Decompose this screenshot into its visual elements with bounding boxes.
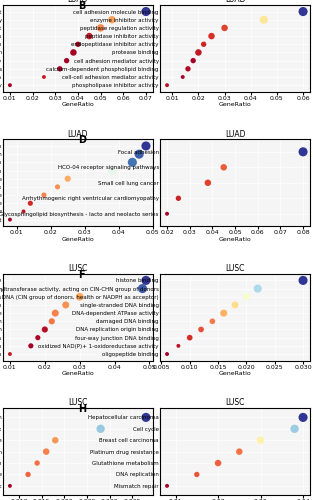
Point bbox=[300, 8, 305, 16]
Point bbox=[87, 32, 92, 40]
Text: F: F bbox=[78, 270, 85, 280]
Point bbox=[165, 350, 170, 358]
Point bbox=[143, 276, 148, 284]
Text: H: H bbox=[78, 404, 86, 414]
Point bbox=[28, 342, 33, 350]
Point bbox=[201, 40, 206, 48]
Point bbox=[176, 194, 181, 202]
Point bbox=[77, 293, 82, 301]
Point bbox=[41, 191, 46, 199]
Title: LUAD: LUAD bbox=[225, 0, 245, 4]
Point bbox=[165, 482, 170, 490]
Point bbox=[71, 48, 76, 56]
Point bbox=[216, 459, 221, 467]
Point bbox=[75, 40, 80, 48]
Point bbox=[26, 470, 31, 478]
Title: LUSC: LUSC bbox=[68, 264, 88, 273]
Point bbox=[140, 284, 145, 292]
Point bbox=[209, 32, 214, 40]
Point bbox=[210, 318, 215, 326]
Point bbox=[300, 148, 305, 156]
Point bbox=[191, 56, 196, 64]
Title: LUAD: LUAD bbox=[68, 130, 88, 138]
Point bbox=[98, 425, 103, 433]
Point bbox=[49, 318, 54, 326]
Point bbox=[28, 199, 33, 207]
Point bbox=[44, 448, 49, 456]
Point bbox=[35, 334, 40, 342]
Text: D: D bbox=[78, 135, 86, 145]
Point bbox=[300, 414, 305, 422]
Point bbox=[165, 81, 170, 89]
Point bbox=[180, 73, 185, 81]
Point bbox=[143, 8, 148, 16]
Point bbox=[8, 350, 13, 358]
Point bbox=[258, 436, 263, 444]
Point bbox=[205, 179, 210, 187]
Point bbox=[110, 16, 115, 24]
Point bbox=[53, 436, 58, 444]
Title: LUAD: LUAD bbox=[225, 130, 245, 138]
Point bbox=[130, 158, 135, 166]
Point bbox=[221, 164, 226, 172]
Point bbox=[186, 65, 191, 73]
X-axis label: GeneRatio: GeneRatio bbox=[62, 102, 94, 108]
Point bbox=[110, 166, 115, 174]
X-axis label: GeneRatio: GeneRatio bbox=[62, 371, 94, 376]
Point bbox=[57, 65, 62, 73]
Title: LUAD: LUAD bbox=[68, 0, 88, 4]
Point bbox=[64, 56, 69, 64]
Point bbox=[98, 24, 103, 32]
Point bbox=[255, 284, 260, 292]
Point bbox=[8, 482, 13, 490]
Point bbox=[261, 16, 266, 24]
Point bbox=[198, 326, 203, 334]
Point bbox=[165, 210, 170, 218]
X-axis label: GeneRatio: GeneRatio bbox=[219, 371, 251, 376]
Point bbox=[237, 448, 242, 456]
Point bbox=[222, 24, 227, 32]
Point bbox=[233, 301, 238, 309]
Point bbox=[187, 334, 192, 342]
Point bbox=[194, 470, 199, 478]
X-axis label: GeneRatio: GeneRatio bbox=[62, 236, 94, 242]
Point bbox=[176, 342, 181, 350]
Point bbox=[300, 276, 305, 284]
Point bbox=[35, 459, 40, 467]
Title: LUSC: LUSC bbox=[225, 398, 245, 407]
X-axis label: GeneRatio: GeneRatio bbox=[219, 236, 251, 242]
Title: LUSC: LUSC bbox=[68, 398, 88, 407]
Point bbox=[41, 73, 46, 81]
Point bbox=[53, 309, 58, 317]
Point bbox=[8, 81, 13, 89]
Point bbox=[55, 183, 60, 191]
Point bbox=[196, 48, 201, 56]
Point bbox=[63, 301, 68, 309]
Point bbox=[244, 293, 249, 301]
Point bbox=[21, 208, 26, 216]
Point bbox=[8, 216, 13, 224]
Point bbox=[65, 174, 70, 182]
Text: B: B bbox=[78, 0, 85, 10]
Point bbox=[292, 425, 297, 433]
Title: LUSC: LUSC bbox=[225, 264, 245, 273]
Point bbox=[42, 326, 47, 334]
X-axis label: GeneRatio: GeneRatio bbox=[219, 102, 251, 108]
Point bbox=[143, 414, 148, 422]
Point bbox=[143, 142, 148, 150]
Point bbox=[221, 309, 226, 317]
Point bbox=[137, 150, 142, 158]
